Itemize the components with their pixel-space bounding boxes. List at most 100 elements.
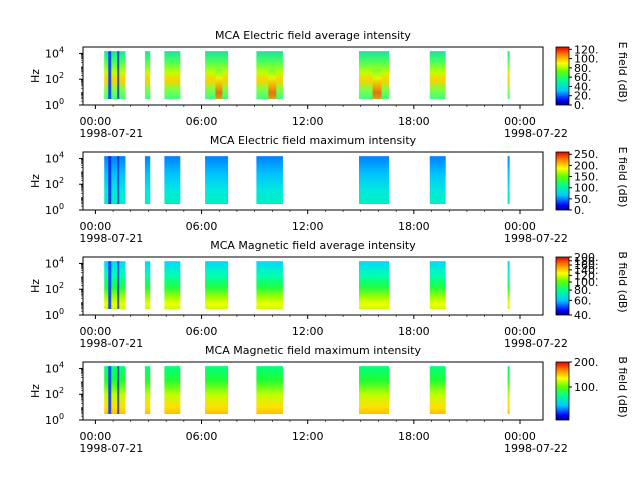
- colorbar-tick-label: 80.: [574, 284, 592, 297]
- y-tick-label: 10: [45, 283, 59, 296]
- colorbar-tick-label: 60.: [574, 71, 592, 84]
- spectrogram-segment: [205, 261, 229, 309]
- x-date-label-start: 1998-07-21: [79, 442, 143, 455]
- panel-title: MCA Electric field maximum intensity: [210, 134, 417, 147]
- y-tick-exponent: 0: [59, 307, 64, 316]
- y-axis-label: Hz: [29, 279, 42, 293]
- x-date-label-start: 1998-07-21: [79, 127, 143, 140]
- spectrogram-segment: [429, 51, 446, 99]
- x-tick-label: 00:00: [80, 220, 112, 233]
- y-tick-exponent: 4: [59, 150, 64, 159]
- y-tick-label: 10: [45, 178, 59, 191]
- colorbar: [555, 46, 570, 106]
- spectrogram-segment: [104, 51, 126, 99]
- spectrogram-segment: [429, 156, 446, 204]
- spectrogram-segment: [256, 156, 283, 204]
- colorbar-tick-label: 140.: [574, 264, 599, 277]
- colorbar: [555, 256, 570, 316]
- x-tick-label: 00:00: [80, 325, 112, 338]
- x-tick-label: 00:00: [504, 115, 536, 128]
- spectrogram-dropout: [108, 156, 112, 204]
- y-axis-label: Hz: [29, 69, 42, 83]
- y-tick-label: 10: [45, 309, 59, 322]
- colorbar-tick-label: 50.: [574, 193, 592, 206]
- colorbar-tick-label: 200.: [574, 251, 599, 264]
- spectrogram-segment: [144, 261, 151, 309]
- spectrogram-dropout: [108, 366, 112, 414]
- x-date-label-end: 1998-07-22: [504, 442, 568, 455]
- y-tick-label: 10: [45, 257, 59, 270]
- x-date-label-start: 1998-07-21: [79, 232, 143, 245]
- colorbar-tick-label: 100.: [574, 53, 599, 66]
- colorbar-label: E field (dB): [616, 42, 629, 103]
- spectrogram-segment: [164, 51, 181, 99]
- spectrogram-segment: [164, 261, 181, 309]
- x-tick-label: 00:00: [80, 430, 112, 443]
- spectrogram-segment: [359, 261, 390, 309]
- spectrogram-segment: [144, 156, 151, 204]
- colorbar-tick-label: 40.: [574, 80, 592, 93]
- x-date-label-end: 1998-07-22: [504, 337, 568, 350]
- plot-frame: [82, 46, 544, 106]
- spectrogram-segment: [429, 261, 446, 309]
- spectrogram-dropout: [117, 261, 120, 309]
- y-tick-exponent: 2: [59, 176, 64, 185]
- y-tick-exponent: 0: [59, 412, 64, 421]
- spectrogram-segment: [507, 261, 510, 309]
- x-tick-label: 18:00: [398, 430, 430, 443]
- panel-title: MCA Magnetic field average intensity: [210, 239, 416, 252]
- y-tick-exponent: 4: [59, 360, 64, 369]
- y-tick-exponent: 4: [59, 255, 64, 264]
- plot-frame: [82, 151, 544, 211]
- x-tick-label: 18:00: [398, 220, 430, 233]
- spectrogram-segment: [144, 366, 151, 414]
- colorbar-tick-label: 40.: [574, 309, 592, 322]
- spectrogram-segment: [507, 366, 510, 414]
- colorbar-tick-label: 80.: [574, 62, 592, 75]
- spectrogram-dropout: [117, 156, 120, 204]
- plot-frame: [82, 361, 544, 421]
- colorbar-tick-label: 180.: [574, 255, 599, 268]
- colorbar-tick-label: 20.: [574, 90, 592, 103]
- plot-frame: [82, 256, 544, 316]
- colorbar-tick-label: 160.: [574, 259, 599, 272]
- x-tick-label: 06:00: [186, 325, 218, 338]
- colorbar-tick-label: 60.: [574, 294, 592, 307]
- colorbar-tick-label: 100.: [574, 276, 599, 289]
- spectrogram-segment: [507, 51, 510, 99]
- spectrogram-segment: [205, 366, 229, 414]
- colorbar-tick-label: 100.: [574, 381, 599, 394]
- spectrogram-hot-patch: [372, 69, 382, 99]
- spectrogram-hot-patch: [268, 69, 277, 99]
- spectrogram-segment: [164, 156, 181, 204]
- y-tick-label: 10: [45, 388, 59, 401]
- spectrogram-hot-patch: [215, 69, 223, 99]
- y-tick-exponent: 2: [59, 386, 64, 395]
- colorbar-tick-label: 200.: [574, 159, 599, 172]
- colorbar-label: E field (dB): [616, 147, 629, 208]
- spectrogram-segment: [429, 366, 446, 414]
- spectrogram-segment: [359, 156, 390, 204]
- x-tick-label: 12:00: [292, 325, 324, 338]
- spectrogram-dropout: [108, 51, 112, 99]
- y-tick-exponent: 0: [59, 202, 64, 211]
- colorbar-tick-label: 150.: [574, 171, 599, 184]
- x-tick-label: 00:00: [504, 220, 536, 233]
- panel-title: MCA Electric field average intensity: [215, 29, 411, 42]
- x-tick-label: 12:00: [292, 220, 324, 233]
- y-axis-label: Hz: [29, 174, 42, 188]
- spectrogram-segment: [507, 156, 510, 204]
- y-tick-label: 10: [45, 204, 59, 217]
- colorbar-label: B field (dB): [616, 251, 629, 312]
- colorbar: [555, 361, 570, 421]
- y-tick-label: 10: [45, 47, 59, 60]
- x-tick-label: 18:00: [398, 325, 430, 338]
- spectrogram-segment: [256, 261, 283, 309]
- colorbar-label: B field (dB): [616, 356, 629, 417]
- spectrogram-dropout: [108, 261, 112, 309]
- colorbar-tick-label: 200.: [574, 356, 599, 369]
- spectrogram-segment: [104, 366, 126, 414]
